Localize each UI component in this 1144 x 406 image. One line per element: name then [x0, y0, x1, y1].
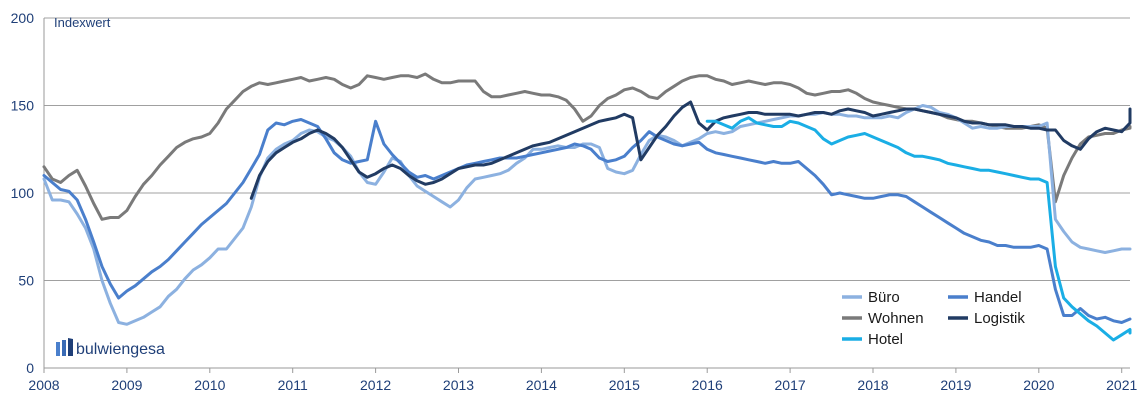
x-tick-label: 2010	[194, 377, 225, 393]
x-tick-label: 2013	[443, 377, 474, 393]
y-axis-title: Indexwert	[54, 15, 111, 30]
series-line-logistik	[249, 100, 1132, 200]
x-tick-label: 2018	[857, 377, 888, 393]
legend-label-hotel: Hotel	[868, 331, 903, 348]
legend-label-wohnen: Wohnen	[868, 310, 924, 327]
series-line-hotel	[705, 116, 1132, 342]
y-tick-label: 0	[26, 360, 34, 376]
series-lines	[42, 72, 1132, 342]
x-tick-label: 2015	[609, 377, 640, 393]
y-tick-label: 150	[11, 98, 35, 114]
x-tick-label: 2012	[360, 377, 391, 393]
x-tick-labels: 2008 2009 2010 2011 2012 2013 2014 2015 2016 2017…	[28, 368, 1137, 393]
logo-icon	[56, 338, 73, 356]
logo-text: bulwiengesa	[76, 341, 165, 358]
bulwiengesa-logo: bulwiengesa	[56, 338, 165, 358]
x-tick-label: 2016	[692, 377, 723, 393]
x-tick-label: 2020	[1023, 377, 1054, 393]
x-tick-label: 2011	[278, 377, 308, 393]
x-tick-label: 2008	[28, 377, 59, 393]
legend: Büro Wohnen Hotel Handel Logistik	[842, 289, 1025, 348]
series-line-handel	[42, 118, 1132, 324]
y-tick-labels: 0 50 100 150 200	[11, 10, 35, 376]
legend-label-buero: Büro	[868, 289, 900, 306]
x-tick-label: 2014	[526, 377, 557, 393]
x-tick-label: 2009	[111, 377, 142, 393]
x-tick-label: 2019	[940, 377, 971, 393]
y-tick-label: 200	[11, 10, 35, 26]
gridlines	[44, 17, 1130, 281]
legend-label-handel: Handel	[974, 289, 1022, 306]
x-tick-label: 2021	[1106, 377, 1137, 393]
x-tick-label: 2017	[775, 377, 806, 393]
y-tick-label: 100	[11, 185, 35, 201]
y-tick-label: 50	[18, 273, 34, 289]
legend-label-logistik: Logistik	[974, 310, 1025, 327]
series-line-buero	[42, 104, 1132, 326]
